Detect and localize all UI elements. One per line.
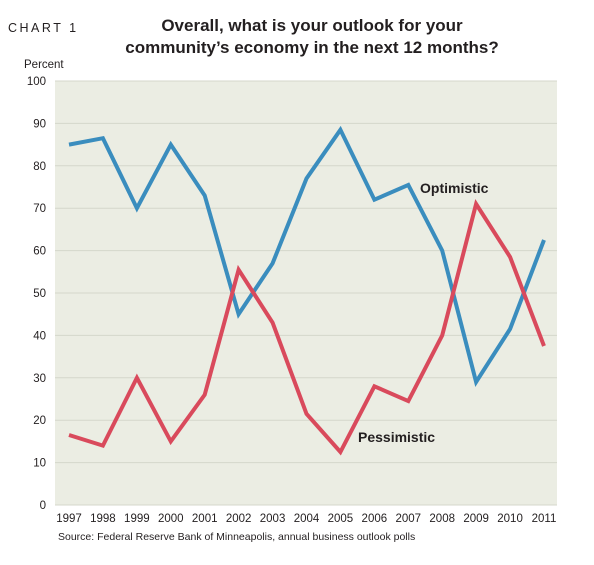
series-lines (68, 125, 546, 456)
x-tick-label: 2008 (429, 513, 455, 525)
x-tick-label: 2006 (362, 513, 388, 525)
x-tick-label: 1998 (90, 513, 116, 525)
x-tick-label: 2005 (328, 513, 354, 525)
y-tick-label: 60 (33, 246, 46, 258)
y-tick-label: 80 (33, 161, 46, 173)
x-tick-label: 1999 (124, 513, 150, 525)
series-line-pessimistic (68, 199, 546, 456)
series-label-optimistic: Optimistic (420, 180, 489, 196)
y-tick-label: 50 (33, 288, 46, 300)
y-axis-ticks: 0 10 20 30 40 50 60 70 80 90 100 (27, 76, 46, 512)
x-tick-label: 2003 (260, 513, 286, 525)
source-text: Source: Federal Reserve Bank of Minneapo… (58, 531, 416, 543)
y-tick-label: 0 (40, 500, 46, 512)
series-label-pessimistic: Pessimistic (358, 429, 435, 445)
y-tick-label: 100 (27, 76, 46, 88)
y-tick-label: 90 (33, 118, 46, 130)
source-note: Source: Federal Reserve Bank of Minneapo… (58, 531, 415, 543)
y-tick-label: 20 (33, 415, 46, 427)
chart-title: Overall, what is your outlook for your c… (125, 16, 499, 57)
y-tick-label: 30 (33, 373, 46, 385)
y-tick-label: 70 (33, 203, 46, 215)
x-tick-label: 2009 (463, 513, 489, 525)
x-tick-label: 2011 (532, 513, 557, 525)
x-tick-label: 2007 (395, 513, 421, 525)
y-tick-label: 10 (33, 458, 46, 470)
series-line-optimistic (68, 125, 546, 387)
x-tick-label: 2000 (158, 513, 184, 525)
y-tick-label: 40 (33, 330, 46, 342)
chart-number-label: CHART 1 (8, 21, 79, 35)
x-axis-ticks: 1997 1998 1999 2000 2001 2002 2003 2004 2005 2006… (56, 513, 556, 525)
y-axis-label: Percent (24, 59, 64, 71)
x-tick-label: 2002 (226, 513, 252, 525)
x-tick-label: 2004 (294, 513, 320, 525)
x-tick-label: 2010 (497, 513, 523, 525)
x-tick-label: 2001 (192, 513, 218, 525)
x-tick-label: 1997 (56, 513, 82, 525)
